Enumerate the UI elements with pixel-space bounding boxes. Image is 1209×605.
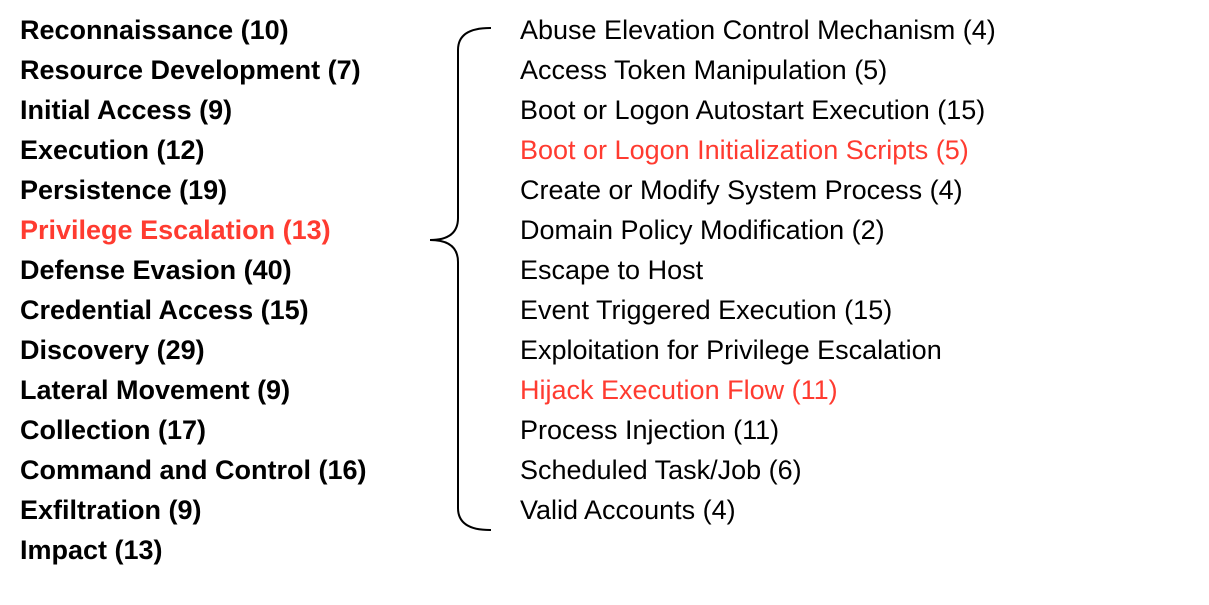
tactic-item: Discovery (29) — [20, 330, 400, 370]
diagram-root: Reconnaissance (10)Resource Development … — [0, 0, 1209, 580]
tactic-item: Reconnaissance (10) — [20, 10, 400, 50]
technique-item: Boot or Logon Initialization Scripts (5) — [520, 130, 996, 170]
brace-column — [420, 10, 500, 570]
technique-item: Scheduled Task/Job (6) — [520, 450, 996, 490]
tactic-item: Defense Evasion (40) — [20, 250, 400, 290]
technique-item: Process Injection (11) — [520, 410, 996, 450]
technique-item: Boot or Logon Autostart Execution (15) — [520, 90, 996, 130]
technique-item: Hijack Execution Flow (11) — [520, 370, 996, 410]
technique-item: Abuse Elevation Control Mechanism (4) — [520, 10, 996, 50]
tactic-item: Credential Access (15) — [20, 290, 400, 330]
tactic-item: Execution (12) — [20, 130, 400, 170]
tactic-item: Privilege Escalation (13) — [20, 210, 400, 250]
tactic-item: Exfiltration (9) — [20, 490, 400, 530]
technique-item: Event Triggered Execution (15) — [520, 290, 996, 330]
tactics-list: Reconnaissance (10)Resource Development … — [20, 10, 400, 570]
tactic-item: Initial Access (9) — [20, 90, 400, 130]
curly-brace-icon — [420, 10, 500, 550]
tactic-item: Persistence (19) — [20, 170, 400, 210]
technique-item: Exploitation for Privilege Escalation — [520, 330, 996, 370]
technique-item: Access Token Manipulation (5) — [520, 50, 996, 90]
tactic-item: Resource Development (7) — [20, 50, 400, 90]
tactic-item: Lateral Movement (9) — [20, 370, 400, 410]
techniques-list: Abuse Elevation Control Mechanism (4)Acc… — [520, 10, 996, 570]
tactic-item: Impact (13) — [20, 530, 400, 570]
tactic-item: Command and Control (16) — [20, 450, 400, 490]
technique-item: Domain Policy Modification (2) — [520, 210, 996, 250]
technique-item: Escape to Host — [520, 250, 996, 290]
technique-item: Valid Accounts (4) — [520, 490, 996, 530]
tactic-item: Collection (17) — [20, 410, 400, 450]
technique-item: Create or Modify System Process (4) — [520, 170, 996, 210]
